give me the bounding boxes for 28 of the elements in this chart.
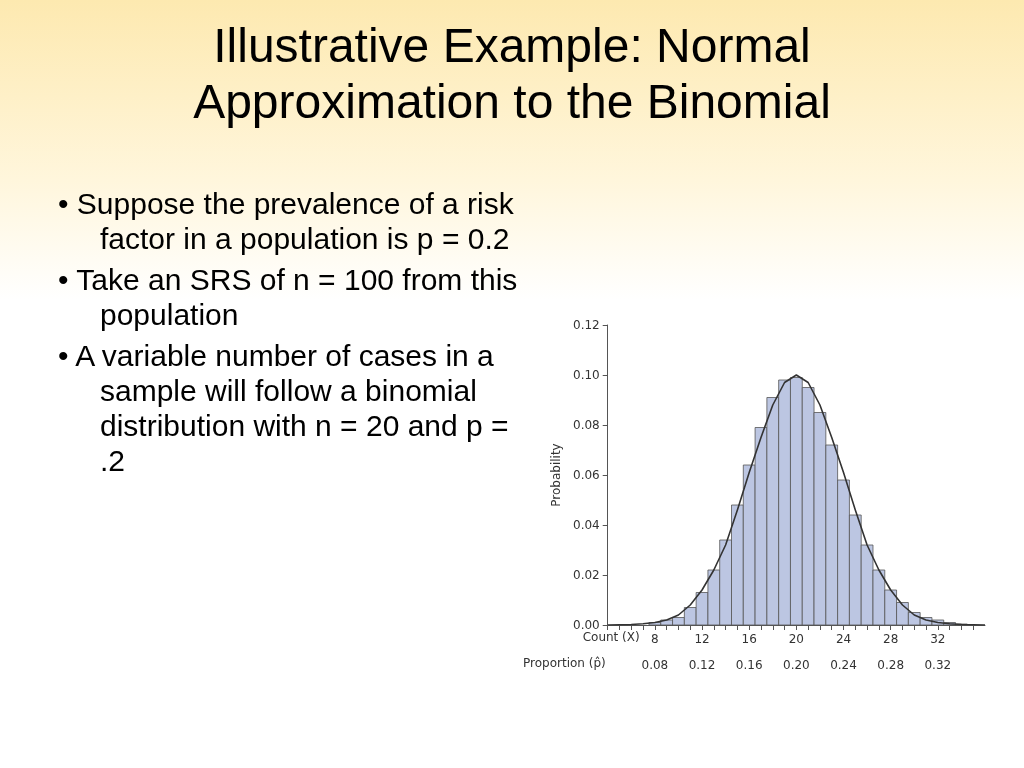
x-tick-label: 24 [835, 632, 852, 646]
x2-tick-label: 0.16 [735, 658, 763, 672]
y-tick-label: 0.08 [572, 418, 600, 432]
x2-tick-label: 0.12 [688, 658, 716, 672]
text: • Suppose the prevalence of a risk factor in a population is p = 0.2 [58, 186, 515, 256]
y-tick-label: 0.00 [572, 618, 600, 632]
y-tick-label: 0.02 [572, 568, 600, 582]
x-tick-label: 28 [883, 632, 899, 646]
x2-tick-label: 0.08 [641, 658, 669, 672]
x2-tick-label: 0.20 [783, 658, 810, 672]
x-tick-label: 32 [930, 632, 946, 646]
x-tick-label: 16 [741, 632, 757, 646]
x-tick-label: 12 [694, 632, 710, 646]
x2-tick-label: 0.32 [924, 658, 952, 672]
x-tick-label: 8 [651, 632, 659, 646]
x2-tick-label: 0.28 [877, 658, 905, 672]
x-axis-title: Count (X) [582, 630, 640, 644]
chart-title: Illustrative Example: Normal Approximation to the Binomial [192, 18, 832, 130]
y-axis-title: Probability [549, 443, 564, 507]
x-tick-label: 20 [788, 632, 804, 646]
text: • A variable number of cases in a sample will follow a binomial distribution with n = 20 and p = .2 [58, 338, 510, 478]
y-tick-label: 0.04 [572, 518, 600, 532]
y-tick-label: 0.12 [572, 318, 600, 332]
text: • Take an SRS of n = 100 from this population [58, 262, 519, 332]
x2-axis-title: Proportion (p̂) [522, 656, 606, 670]
x2-tick-label: 0.24 [830, 658, 857, 672]
y-tick-label: 0.06 [572, 468, 600, 482]
y-tick-label: 0.10 [572, 368, 600, 382]
